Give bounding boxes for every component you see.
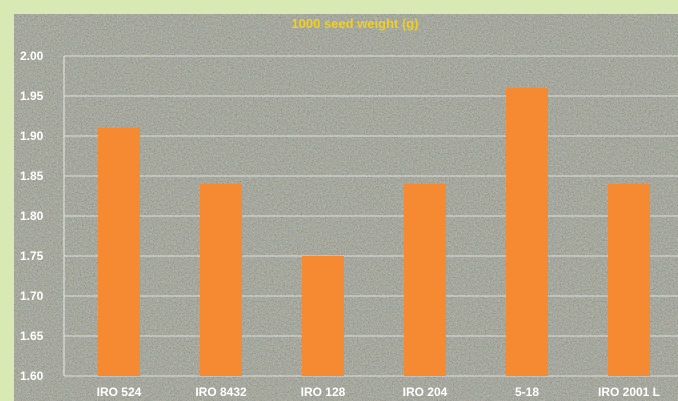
x-axis-categories: IRO 524 IRO 8432 IRO 128 IRO 204 5-18 IRO 200… xyxy=(97,385,660,399)
bar xyxy=(404,184,446,376)
bar xyxy=(98,128,140,376)
bars xyxy=(98,88,650,376)
y-tick-label: 1.80 xyxy=(20,209,44,223)
bar xyxy=(608,184,650,376)
y-tick-label: 1.85 xyxy=(20,169,44,183)
chart-title: 1000 seed weight (g) xyxy=(291,16,418,31)
y-tick-label: 1.75 xyxy=(20,249,44,263)
y-tick-label: 2.00 xyxy=(20,49,44,63)
y-axis-ticks: 1.60 1.65 1.70 1.75 1.80 1.85 1.90 1.95 2.00 xyxy=(20,49,44,383)
x-category-label: IRO 2001 L xyxy=(598,385,660,399)
y-tick-label: 1.65 xyxy=(20,329,44,343)
y-tick-label: 1.70 xyxy=(20,289,44,303)
x-category-label: IRO 204 xyxy=(403,385,448,399)
x-category-label: 5-18 xyxy=(515,385,539,399)
bar xyxy=(506,88,548,376)
x-category-label: IRO 524 xyxy=(97,385,142,399)
gridlines xyxy=(63,55,678,377)
y-tick-label: 1.90 xyxy=(20,129,44,143)
bar xyxy=(200,184,242,376)
y-tick-label: 1.60 xyxy=(20,369,44,383)
x-category-label: IRO 8432 xyxy=(195,385,247,399)
y-tick-label: 1.95 xyxy=(20,89,44,103)
x-category-label: IRO 128 xyxy=(301,385,346,399)
bar xyxy=(302,256,344,376)
